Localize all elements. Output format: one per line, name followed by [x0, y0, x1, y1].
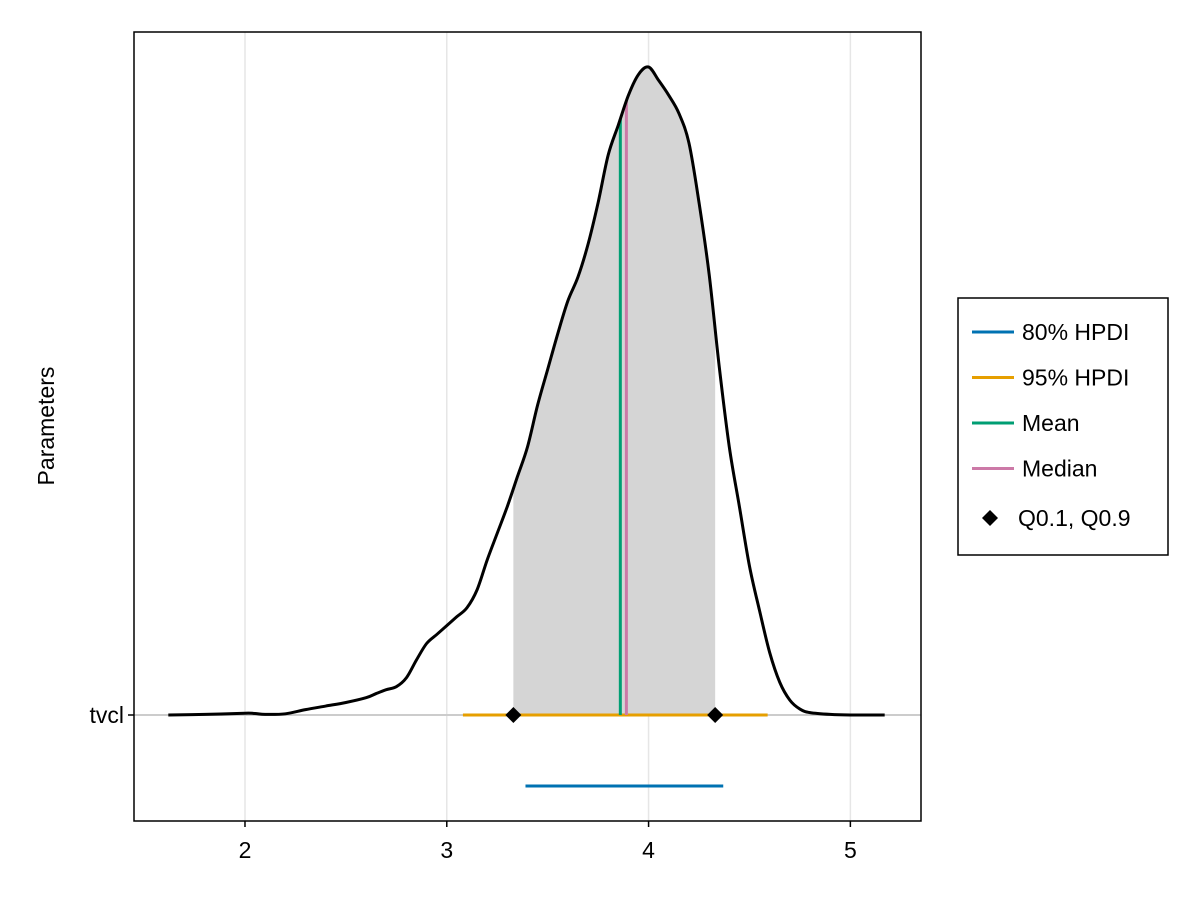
legend-label: 95% HPDI [1022, 365, 1129, 391]
x-tick-label: 3 [440, 837, 453, 863]
legend-label: Median [1022, 456, 1097, 482]
legend: 80% HPDI 95% HPDI Mean Median Q0.1, Q0.9 [957, 297, 1169, 556]
q90-marker [707, 707, 724, 723]
plot-frame [133, 31, 922, 822]
x-tick-label: 5 [844, 837, 857, 863]
density-shade-region [513, 66, 716, 715]
x-tick-label: 4 [642, 837, 655, 863]
y-axis: tvcl [90, 702, 134, 728]
x-tick-label: 2 [239, 837, 252, 863]
legend-label: Q0.1, Q0.9 [1018, 505, 1131, 531]
legend-label: Mean [1022, 410, 1080, 436]
quantile-shade [513, 66, 716, 715]
y-axis-label: Parameters [33, 367, 59, 486]
x-axis: 2 3 4 5 [239, 821, 857, 863]
legend-label: 80% HPDI [1022, 319, 1129, 345]
density-curve [168, 65, 885, 717]
q10-marker [505, 707, 522, 723]
y-tick-label: tvcl [90, 702, 125, 728]
legend-box [957, 297, 1169, 556]
chart-marks [168, 65, 885, 788]
legend-swatch-diamond [982, 510, 998, 526]
